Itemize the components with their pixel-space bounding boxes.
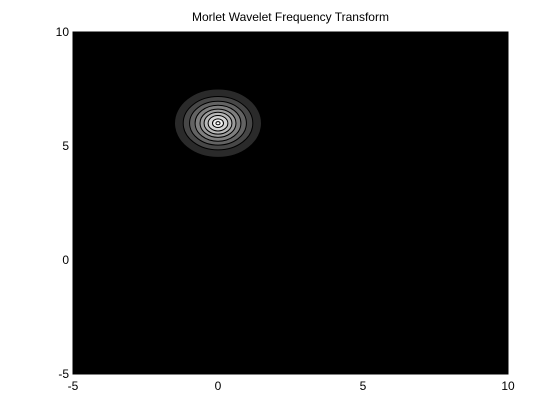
chart-title: Morlet Wavelet Frequency Transform	[192, 10, 389, 24]
x-tick-label: -5	[68, 379, 79, 393]
x-tick-label: 10	[501, 379, 515, 393]
heatmap-background	[73, 32, 508, 374]
axes-frame	[72, 31, 509, 375]
y-tick-label: 5	[62, 139, 69, 153]
x-tick-label: 5	[360, 379, 367, 393]
y-tick-label: -5	[58, 367, 69, 381]
y-tick-label: 0	[62, 253, 69, 267]
contour-level-9	[215, 121, 221, 126]
y-tick-label: 10	[56, 25, 70, 39]
x-tick-label: 0	[215, 379, 222, 393]
